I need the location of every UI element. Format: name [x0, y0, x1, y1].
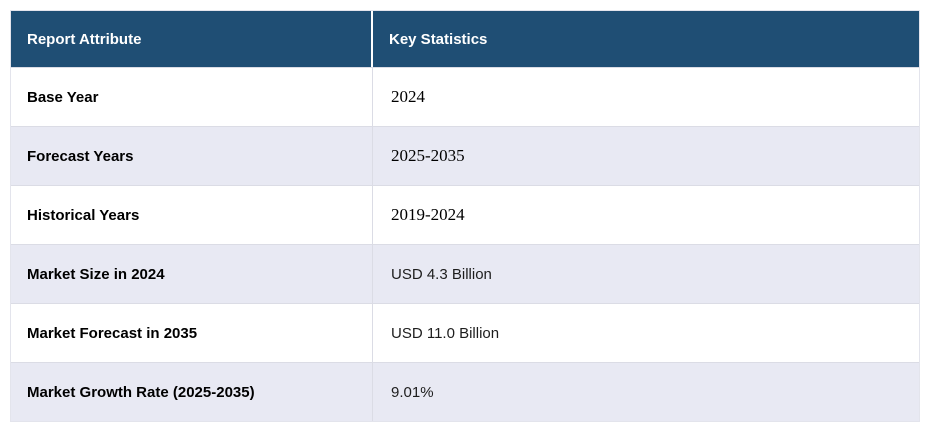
table-row: Historical Years 2019-2024 [11, 185, 919, 244]
key-statistics-table: Report Attribute Key Statistics Base Yea… [11, 11, 919, 421]
column-header-report-attribute: Report Attribute [11, 11, 373, 67]
attribute-cell: Market Forecast in 2035 [11, 303, 373, 362]
table-row: Market Size in 2024 USD 4.3 Billion [11, 244, 919, 303]
table-header-row: Report Attribute Key Statistics [11, 11, 919, 67]
table-row: Market Forecast in 2035 USD 11.0 Billion [11, 303, 919, 362]
attribute-cell: Forecast Years [11, 126, 373, 185]
report-summary-table: Report Attribute Key Statistics Base Yea… [10, 10, 920, 422]
column-header-key-statistics: Key Statistics [373, 11, 919, 67]
table-row: Forecast Years 2025-2035 [11, 126, 919, 185]
value-cell: 2019-2024 [373, 185, 919, 244]
value-cell: USD 4.3 Billion [373, 244, 919, 303]
attribute-cell: Historical Years [11, 185, 373, 244]
attribute-cell: Market Size in 2024 [11, 244, 373, 303]
value-cell: 2024 [373, 67, 919, 126]
table-body: Base Year 2024 Forecast Years 2025-2035 Hist… [11, 67, 919, 421]
value-cell: 9.01% [373, 362, 919, 421]
table-row: Base Year 2024 [11, 67, 919, 126]
attribute-cell: Market Growth Rate (2025-2035) [11, 362, 373, 421]
attribute-cell: Base Year [11, 67, 373, 126]
table-row: Market Growth Rate (2025-2035) 9.01% [11, 362, 919, 421]
value-cell: USD 11.0 Billion [373, 303, 919, 362]
value-cell: 2025-2035 [373, 126, 919, 185]
